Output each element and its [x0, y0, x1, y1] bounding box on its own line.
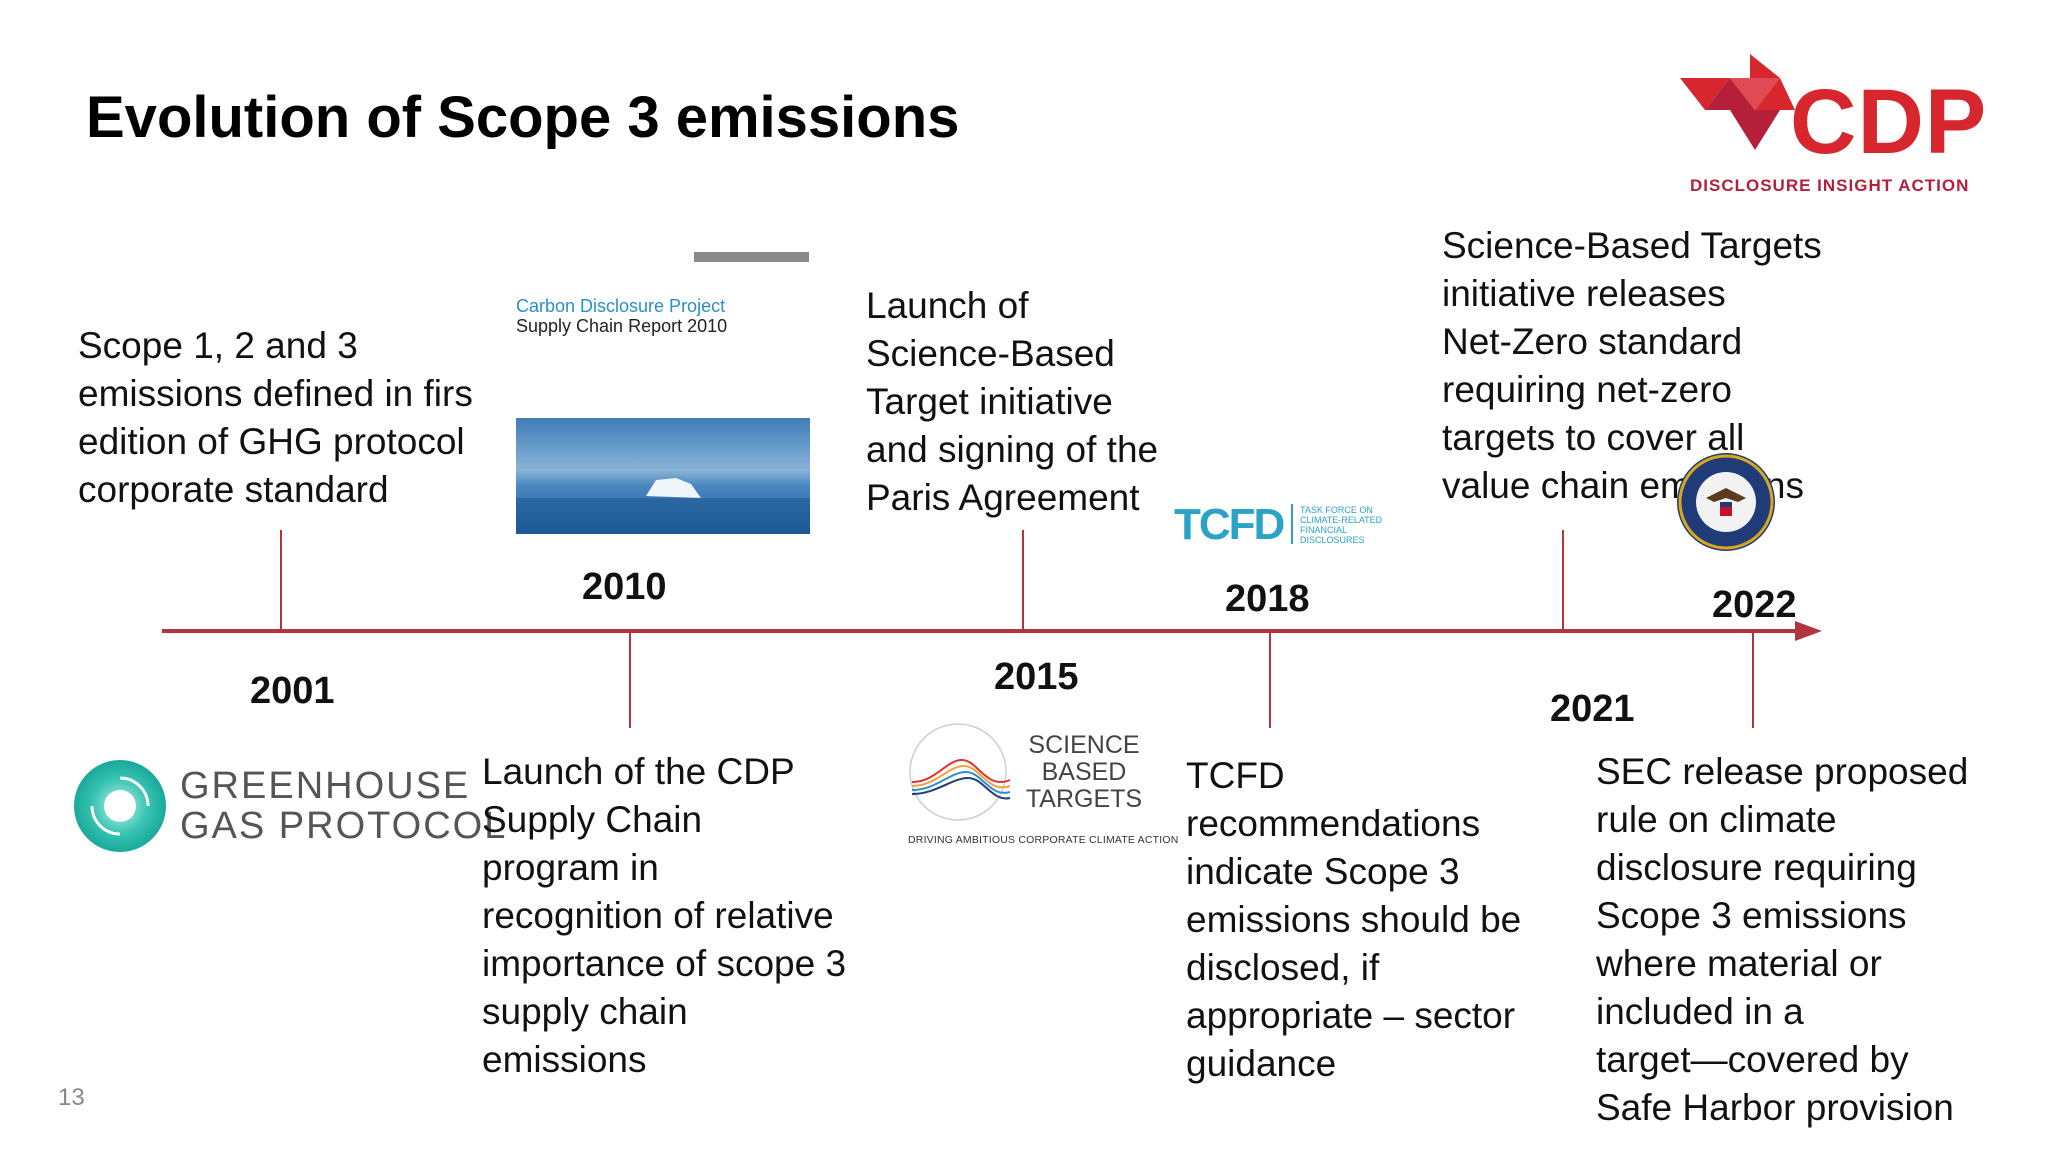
milestone-2022-year: 2022	[1712, 584, 1797, 626]
cdp-triangles-icon	[1680, 54, 1795, 150]
tcfd-wordmark: TCFD	[1174, 500, 1285, 549]
tcfd-descriptor: TASK FORCE ON CLIMATE-RELATED FINANCIAL …	[1300, 505, 1383, 545]
cdp-report-cover: Carbon Disclosure Project Supply Chain R…	[514, 250, 810, 536]
ghg-swirl-icon	[74, 760, 166, 852]
sbt-logo: SCIENCE BASED TARGETS DRIVING AMBITIOUS …	[906, 720, 1178, 850]
ghg-line2: GAS PROTOCOL	[180, 805, 508, 847]
milestone-2010-year: 2010	[582, 566, 667, 608]
ghg-protocol-logo: GREENHOUSE GAS PROTOCOL	[72, 758, 505, 854]
tcfd-separator	[1291, 504, 1293, 544]
iceberg-photo	[516, 418, 810, 534]
milestone-2015-text: Launch of Science-Based Target initiativ…	[866, 285, 1159, 518]
sec-eagle-seal-icon	[1677, 453, 1775, 551]
tcfd-logo: TCFD TASK FORCE ON CLIMATE-RELATED FINAN…	[1172, 500, 1392, 550]
milestone-2021-year: 2021	[1550, 688, 1635, 730]
report-header-bar	[694, 252, 809, 262]
milestone-2015-year: 2015	[994, 656, 1079, 698]
page-title: Evolution of Scope 3 emissions	[86, 85, 960, 150]
ghg-wordmark: GREENHOUSE GAS PROTOCOL	[180, 766, 507, 846]
sbt-line3: TARGETS	[1025, 785, 1143, 813]
sbt-line1: SCIENCE	[1028, 731, 1140, 759]
milestone-2022-text: SEC release proposed rule on climate dis…	[1596, 751, 1969, 1128]
milestone-2021-text: Science-Based Targets initiative release…	[1442, 225, 1822, 506]
sbt-strapline: DRIVING AMBITIOUS CORPORATE CLIMATE ACTI…	[908, 834, 1179, 846]
sbt-line2: BASED	[1041, 758, 1127, 786]
milestone-2010-text: Launch of the CDP Supply Chain program i…	[482, 751, 847, 1080]
cdp-tagline: DISCLOSURE INSIGHT ACTION	[1690, 176, 1970, 195]
report-subtitle: Supply Chain Report 2010	[516, 316, 728, 336]
iceberg-icon	[516, 478, 810, 534]
sec-seal	[1676, 452, 1776, 552]
sbt-wordmark: SCIENCE BASED TARGETS	[1024, 732, 1144, 813]
milestone-2001-year: 2001	[250, 670, 335, 712]
timeline-arrowhead	[1795, 621, 1822, 641]
milestone-2001-text: Scope 1, 2 and 3 emissions defined in fi…	[78, 325, 473, 510]
milestone-2018-year: 2018	[1225, 578, 1310, 620]
cdp-logo: CDP DISCLOSURE INSIGHT ACTION	[1670, 50, 2010, 200]
cdp-wordmark: CDP	[1790, 71, 1988, 173]
ghg-line1: GREENHOUSE	[180, 765, 471, 807]
milestone-2018-text: TCFD recommendations indicate Scope 3 em…	[1186, 755, 1522, 1084]
page-number: 13	[58, 1084, 85, 1111]
report-title: Carbon Disclosure Project	[516, 296, 726, 316]
sbt-waves-icon	[909, 723, 1011, 821]
